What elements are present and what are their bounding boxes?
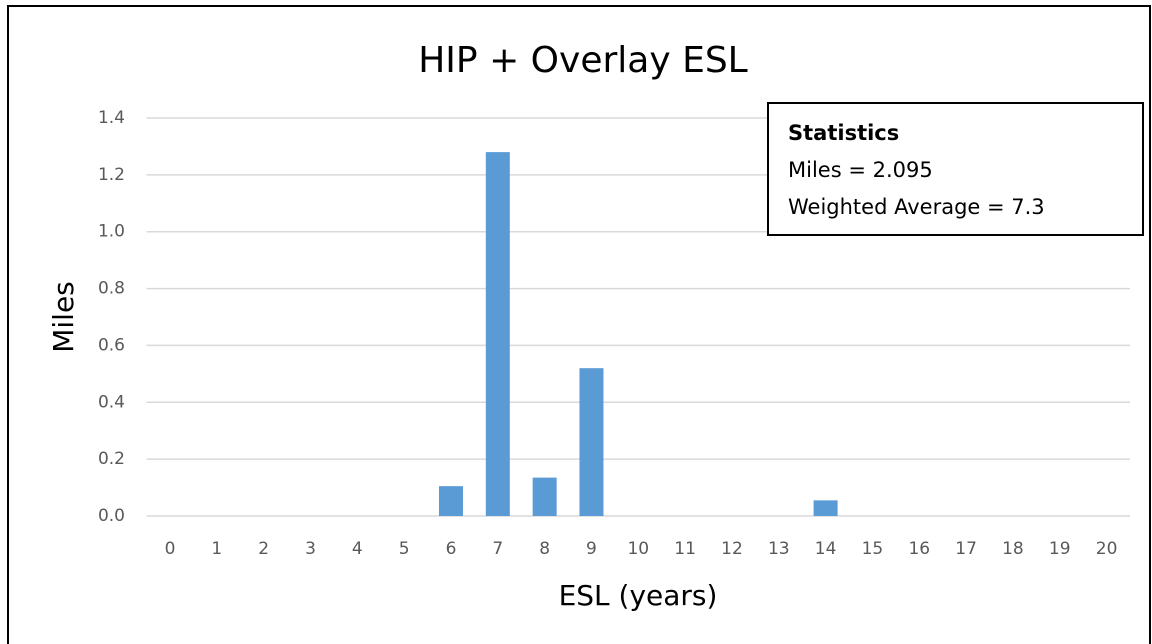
y-tick-label: 0.8 [98, 279, 125, 299]
x-tick-label: 15 [862, 539, 884, 559]
x-tick-label: 8 [539, 539, 550, 559]
x-tick-label: 19 [1049, 539, 1071, 559]
x-tick-label: 20 [1096, 539, 1118, 559]
x-tick-label: 7 [492, 539, 503, 559]
x-tick-label: 3 [305, 539, 316, 559]
stats-line: Miles = 2.095 [788, 158, 933, 182]
x-tick-label: 10 [627, 539, 649, 559]
x-tick-label: 5 [399, 539, 410, 559]
y-tick-label: 0.0 [98, 506, 125, 526]
x-tick-label: 9 [586, 539, 597, 559]
x-tick-label: 0 [165, 539, 176, 559]
bar [485, 152, 510, 516]
y-tick-label: 0.4 [98, 392, 125, 412]
stats-box [767, 102, 1144, 236]
x-tick-label: 1 [211, 539, 222, 559]
x-tick-label: 16 [908, 539, 930, 559]
y-tick-label: 1.4 [98, 108, 125, 128]
y-tick-label: 0.6 [98, 335, 125, 355]
stats-line: Weighted Average = 7.3 [788, 195, 1045, 219]
y-axis-label: Miles [47, 281, 80, 353]
x-tick-label: 4 [352, 539, 363, 559]
x-tick-label: 2 [258, 539, 269, 559]
plot-area: 0.00.20.40.60.81.01.21.40 1 2 3 4 5 6 7 8 9 10 11 12… [98, 108, 1130, 559]
x-tick-label: 14 [815, 539, 837, 559]
y-tick-label: 1.2 [98, 165, 125, 185]
x-axis-label: ESL (years) [559, 579, 718, 612]
x-tick-label: 18 [1002, 539, 1024, 559]
y-tick-label: 0.2 [98, 449, 125, 469]
x-tick-label: 13 [768, 539, 790, 559]
x-tick-label: 12 [721, 539, 743, 559]
x-tick-label: 17 [955, 539, 977, 559]
chart-title: HIP + Overlay ESL [418, 40, 748, 81]
x-tick-label: 6 [446, 539, 457, 559]
bar [438, 486, 463, 516]
chart-border [7, 5, 1151, 644]
bar [579, 368, 604, 516]
x-tick-label: 11 [674, 539, 696, 559]
stats-title: Statistics [788, 121, 899, 145]
y-tick-label: 1.0 [98, 222, 125, 242]
bar [813, 500, 838, 516]
bar [532, 477, 557, 516]
